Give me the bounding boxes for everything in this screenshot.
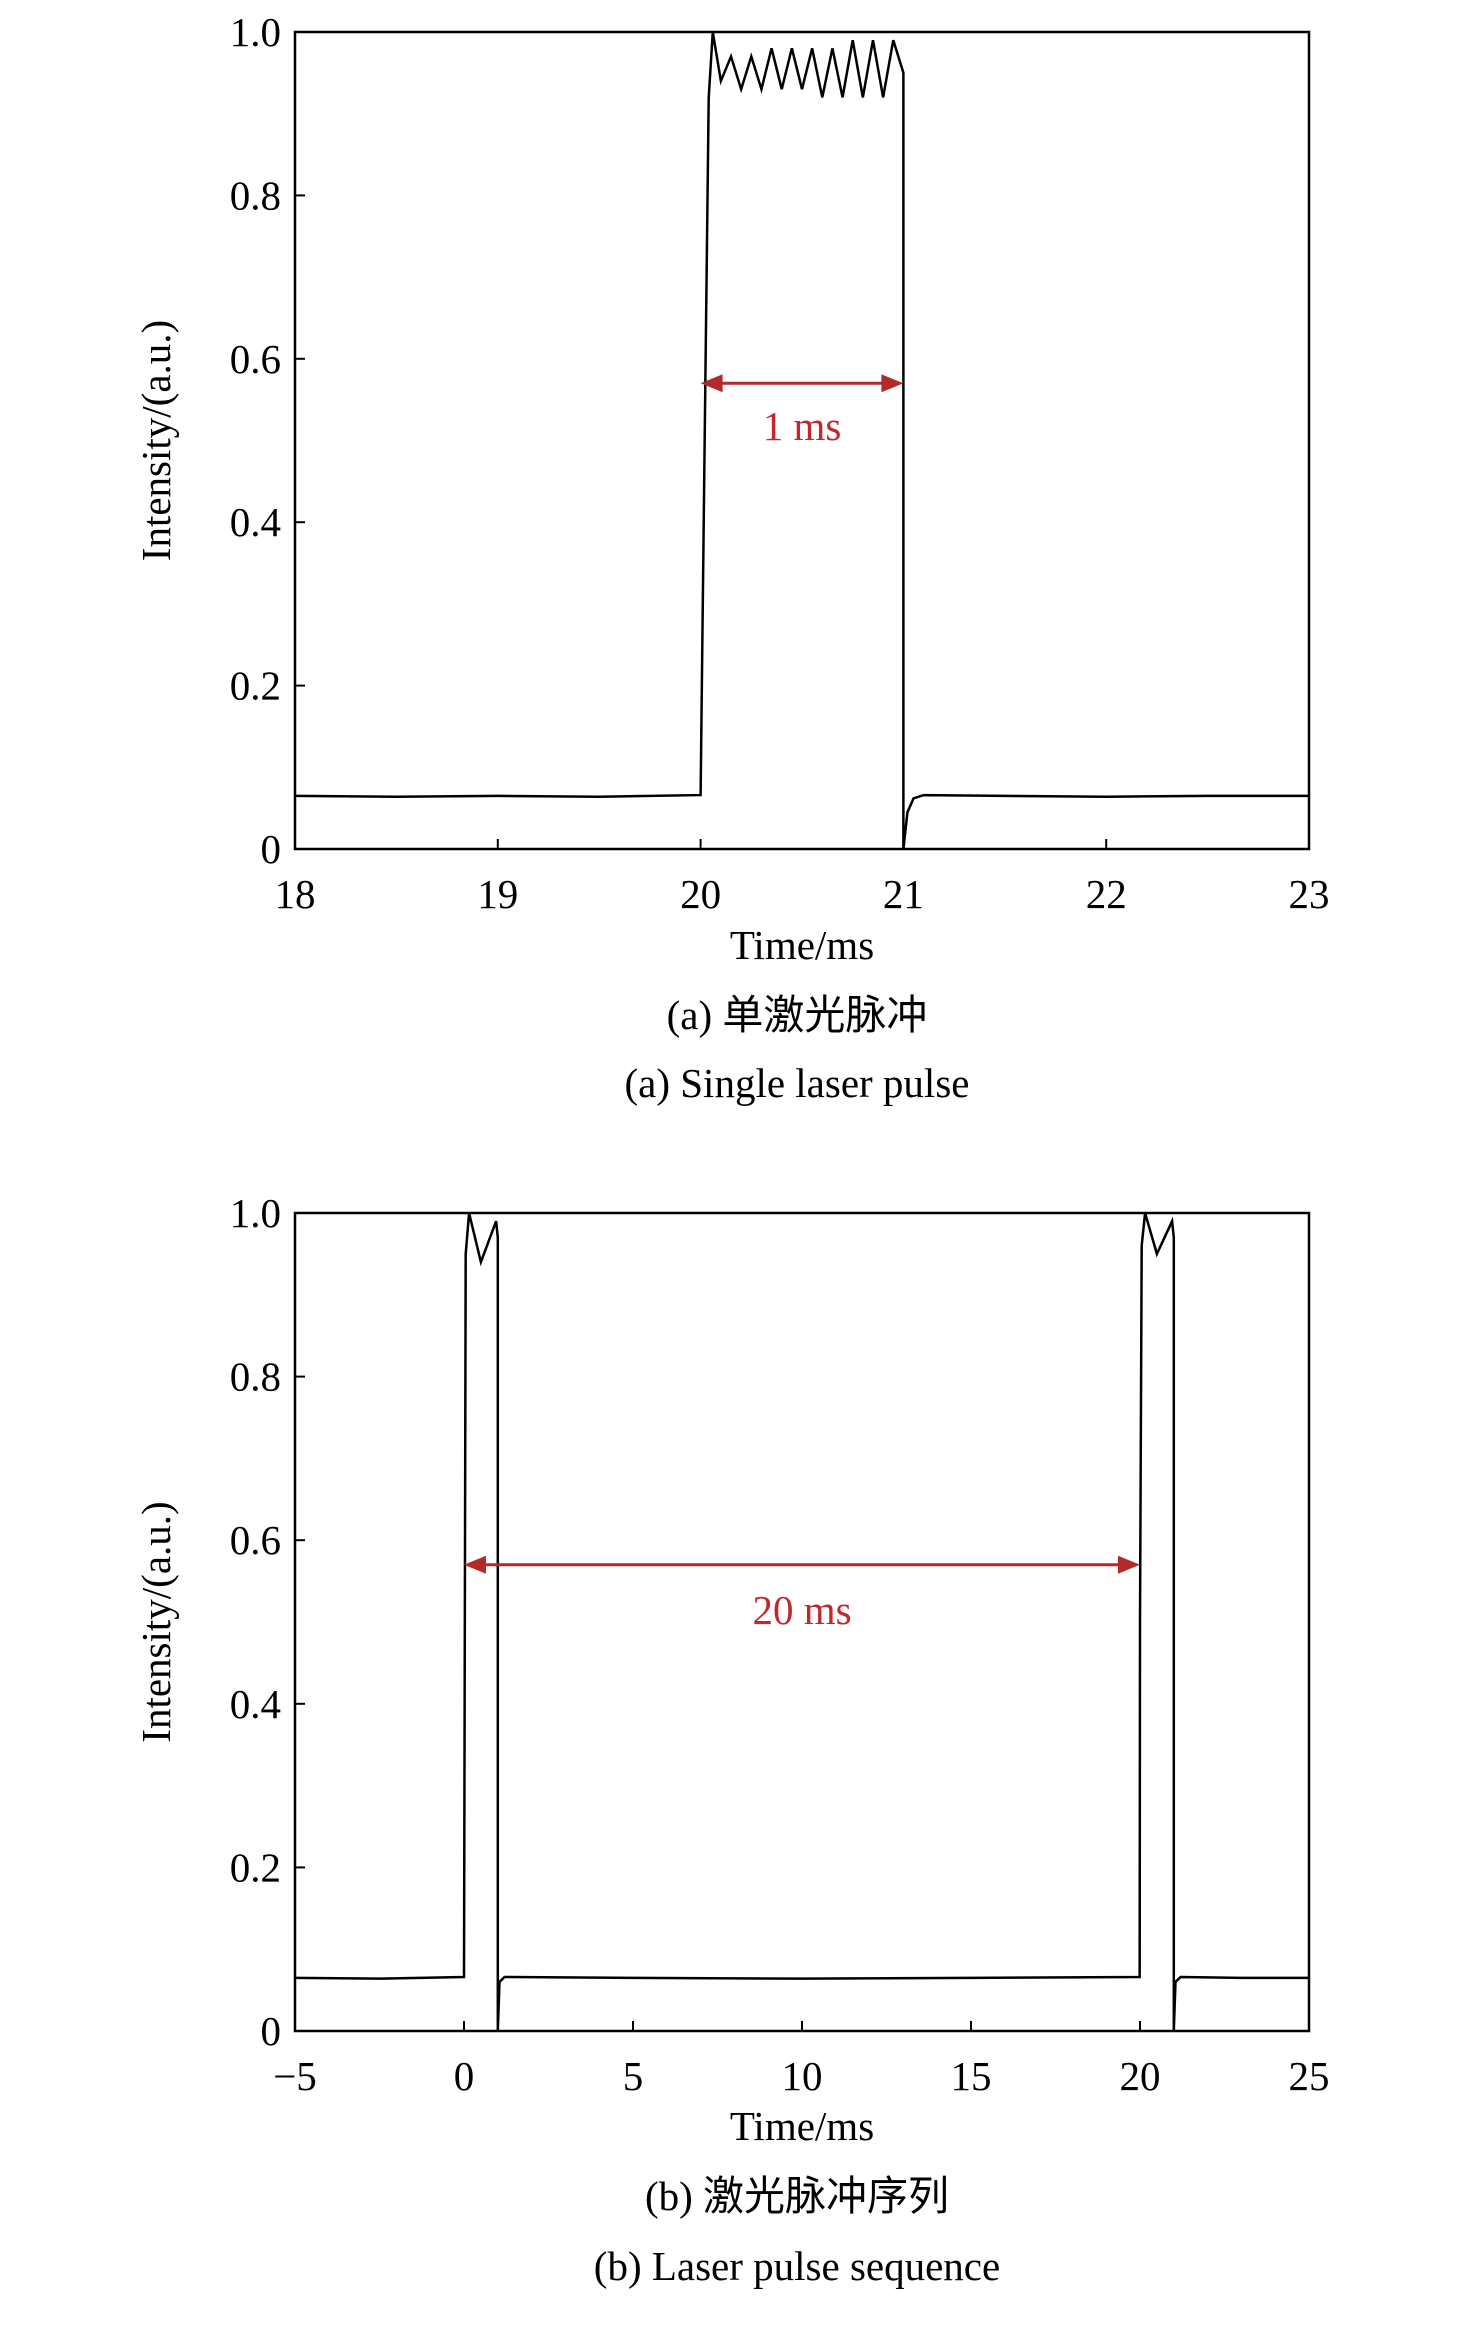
x-tick-label: 20 <box>1120 2053 1161 2099</box>
y-tick-label: 1.0 <box>230 1190 281 1236</box>
plot-frame <box>293 30 1311 851</box>
annotation: 20 ms <box>752 1587 851 1633</box>
x-tick-label: 15 <box>951 2053 992 2099</box>
y-axis-label: Intensity/(a.u.) <box>133 1501 179 1742</box>
y-tick-label: 0.2 <box>230 1844 281 1890</box>
y-tick-label: 1.0 <box>230 9 281 55</box>
caption: (a) 单激光脉冲 <box>667 992 928 1038</box>
x-tick-label: 18 <box>275 871 316 917</box>
plot-frame <box>293 1211 1311 2033</box>
arrow-head <box>700 374 904 393</box>
y-axis-label: Intensity/(a.u.) <box>133 320 179 561</box>
signal-line <box>294 31 1309 850</box>
x-tick-label: 20 <box>680 871 721 917</box>
y-tick-label: 0 <box>261 2008 282 2054</box>
caption-en: (b) Laser pulse sequence <box>594 2243 1000 2289</box>
y-tick-label: 0.8 <box>230 172 281 218</box>
x-axis-label: Time/ms <box>730 922 874 968</box>
x-axis-label: Time/ms <box>730 2103 874 2149</box>
x-tick-label: 19 <box>477 871 518 917</box>
signal-line <box>294 1212 1309 2032</box>
x-tick-label: 25 <box>1289 2053 1330 2099</box>
annotation: 1 ms <box>763 403 842 449</box>
caption-en: (a) Single laser pulse <box>625 1060 970 1106</box>
y-tick-label: 0.2 <box>230 663 281 709</box>
x-tick-label: −5 <box>273 2053 317 2099</box>
x-tick-label: 0 <box>454 2053 475 2099</box>
y-tick-label: 0.4 <box>230 499 281 545</box>
x-tick-label: 22 <box>1086 871 1127 917</box>
x-tick-label: 23 <box>1289 871 1330 917</box>
y-tick-label: 0.6 <box>230 336 281 382</box>
caption: (b) 激光脉冲序列 <box>645 2173 949 2219</box>
y-tick-label: 0.4 <box>230 1681 281 1727</box>
x-tick-label: 10 <box>782 2053 823 2099</box>
x-tick-label: 21 <box>883 871 924 917</box>
y-tick-label: 0.8 <box>230 1354 281 1400</box>
x-tick-label: 5 <box>623 2053 644 2099</box>
y-tick-label: 0.6 <box>230 1517 281 1563</box>
y-tick-label: 0 <box>261 826 282 872</box>
